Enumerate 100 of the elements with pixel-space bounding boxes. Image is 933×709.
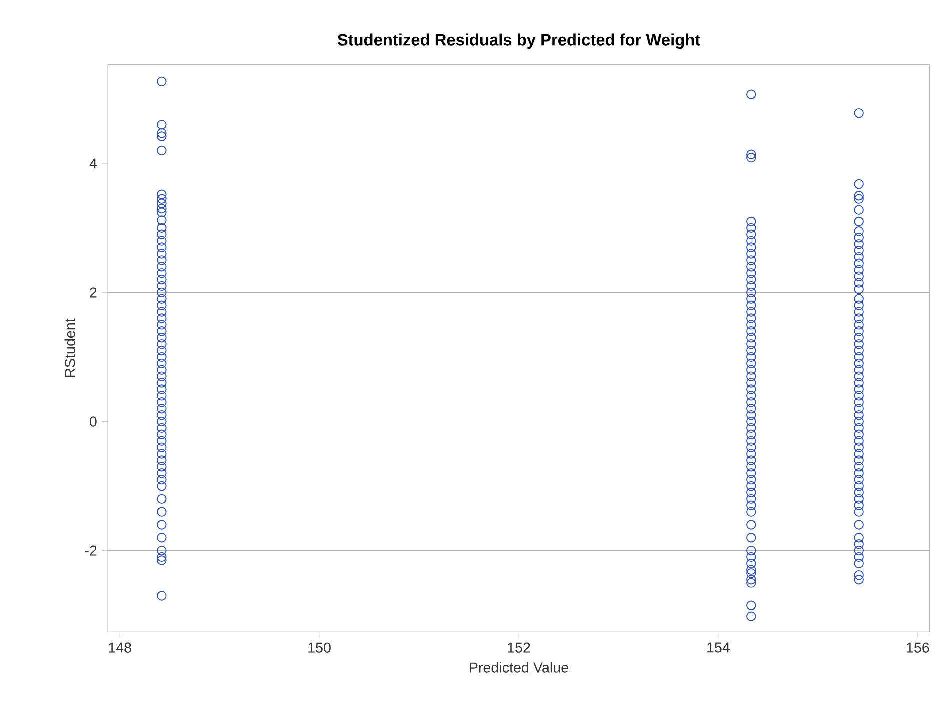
point — [746, 274, 756, 285]
point — [746, 442, 756, 452]
point — [157, 242, 167, 252]
point — [157, 146, 167, 156]
point — [746, 404, 756, 414]
point — [746, 150, 756, 160]
point — [157, 223, 167, 233]
point — [854, 398, 864, 408]
point — [854, 494, 864, 504]
point — [746, 456, 756, 466]
point — [746, 372, 756, 382]
point — [854, 558, 864, 569]
point — [854, 294, 864, 304]
point — [746, 423, 756, 434]
point — [746, 307, 756, 317]
point — [157, 76, 167, 87]
point — [746, 552, 756, 562]
point — [746, 558, 756, 569]
point — [746, 488, 756, 498]
point — [157, 456, 167, 466]
point — [746, 230, 756, 240]
point — [746, 384, 756, 394]
point — [854, 216, 864, 227]
point — [854, 108, 864, 118]
point — [157, 449, 167, 459]
point — [746, 288, 756, 298]
x-tick-label: 150 — [308, 642, 331, 653]
point — [746, 300, 756, 310]
y-axis-title: RStudent — [64, 318, 76, 378]
point — [157, 462, 167, 472]
point — [157, 216, 167, 226]
point — [746, 256, 756, 266]
point — [157, 474, 167, 485]
point — [157, 481, 167, 492]
point — [157, 410, 167, 420]
point — [854, 332, 864, 343]
point — [854, 481, 864, 492]
point — [854, 246, 864, 256]
point — [157, 436, 167, 446]
point — [854, 284, 864, 294]
point — [746, 339, 756, 350]
point — [854, 442, 864, 452]
point — [157, 274, 167, 285]
point — [854, 436, 864, 446]
point — [854, 258, 864, 268]
point — [746, 507, 756, 517]
point — [746, 481, 756, 492]
point — [157, 314, 167, 324]
point — [854, 272, 864, 282]
point — [854, 391, 864, 401]
x-tick-label: 154 — [708, 642, 730, 653]
point — [157, 194, 167, 204]
point — [157, 128, 167, 138]
point — [854, 500, 864, 510]
point — [854, 539, 864, 550]
point — [746, 410, 756, 420]
point — [746, 574, 756, 585]
point — [157, 300, 167, 310]
point — [746, 398, 756, 408]
point — [746, 436, 756, 446]
point — [854, 300, 864, 310]
point — [157, 281, 167, 292]
point — [157, 288, 167, 298]
point — [854, 326, 864, 336]
point — [854, 252, 864, 262]
point — [746, 449, 756, 459]
point — [157, 556, 167, 566]
point — [157, 120, 167, 130]
point — [746, 565, 756, 575]
point — [854, 179, 864, 190]
point — [157, 552, 167, 562]
point — [854, 352, 864, 362]
point — [746, 346, 756, 356]
point — [854, 423, 864, 434]
point — [746, 494, 756, 504]
point — [157, 494, 167, 504]
point — [854, 520, 864, 530]
point — [854, 533, 864, 543]
point — [854, 468, 864, 478]
point — [746, 358, 756, 368]
point — [157, 132, 167, 142]
point — [746, 578, 756, 588]
y-tick-label: 0 — [90, 416, 97, 427]
point — [746, 268, 756, 278]
point — [746, 533, 756, 543]
point — [157, 416, 167, 427]
point — [854, 265, 864, 275]
point — [746, 242, 756, 252]
point — [854, 507, 864, 517]
y-tick-label: -2 — [85, 546, 97, 556]
point — [157, 208, 167, 218]
point — [854, 384, 864, 394]
point — [854, 314, 864, 324]
point — [854, 278, 864, 288]
point — [157, 384, 167, 394]
point — [157, 442, 167, 452]
point — [854, 449, 864, 459]
point — [854, 365, 864, 375]
point — [157, 468, 167, 478]
point — [157, 307, 167, 317]
